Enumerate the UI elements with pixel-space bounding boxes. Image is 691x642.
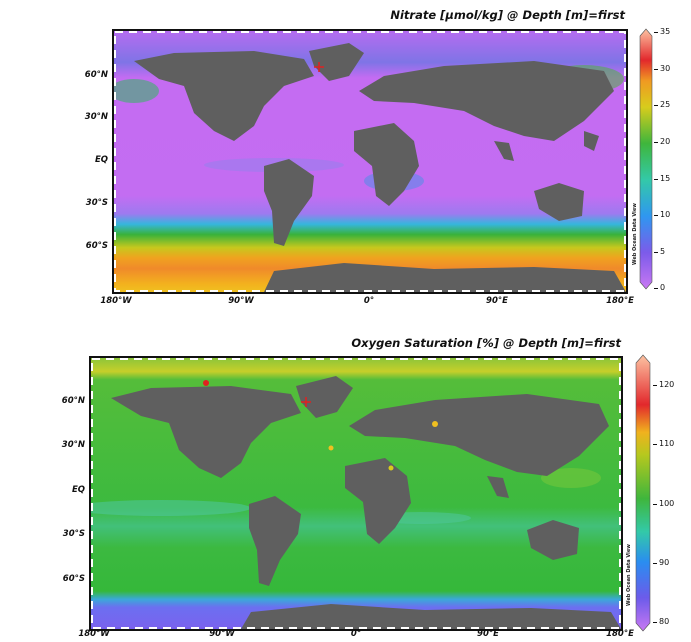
colorbar-tick: 100	[652, 499, 675, 508]
colorbar-tick: 80	[652, 617, 670, 626]
lat-label-60s: 60°S	[62, 574, 85, 584]
lat-label-eq: EQ	[71, 485, 85, 495]
colorbar-tick: 30	[653, 64, 671, 73]
lat-label-60s: 60°S	[85, 241, 108, 251]
colorbar-tick: 110	[652, 439, 675, 448]
oxygen-title: Oxygen Saturation [%] @ Depth [m]=first	[351, 336, 621, 350]
colorbar-tick: 0	[653, 283, 666, 292]
lat-label-eq: EQ	[94, 155, 108, 165]
colorbar-tick: 90	[652, 558, 670, 567]
lon-label-90e: 90°E	[477, 629, 499, 639]
colorbar-tick: 15	[653, 174, 671, 183]
oxygen-panel: Oxygen Saturation [%] @ Depth [m]=first	[0, 326, 691, 642]
lat-label-30s: 30°S	[62, 529, 85, 539]
nitrate-title: Nitrate [µmol/kg] @ Depth [m]=first	[390, 8, 625, 22]
nitrate-colorbar	[639, 28, 653, 290]
lon-label-90w: 90°W	[209, 629, 235, 639]
lat-label-30n: 30°N	[61, 440, 85, 450]
colorbar-tick: 20	[653, 137, 671, 146]
lat-label-30n: 30°N	[84, 112, 108, 122]
lon-label-180w: 180°W	[100, 296, 132, 306]
colorbar-tick: 5	[653, 247, 666, 256]
lat-label-60n: 60°N	[61, 396, 85, 406]
colorbar-tick: 120	[652, 380, 675, 389]
oxygen-map[interactable]	[89, 356, 623, 631]
nitrate-panel: Nitrate [µmol/kg] @ Depth [m]=first	[0, 0, 691, 312]
colorbar-tick: 25	[653, 100, 671, 109]
watermark: Web Ocean Data View	[626, 544, 632, 606]
nitrate-map[interactable]	[112, 29, 628, 294]
lon-label-90e: 90°E	[486, 296, 508, 306]
lon-label-180e: 180°E	[606, 296, 634, 306]
colorbar-tick: 35	[653, 27, 671, 36]
lat-label-60n: 60°N	[84, 70, 108, 80]
lon-label-0: 0°	[350, 629, 362, 639]
lat-label-30s: 30°S	[85, 198, 108, 208]
lon-label-180w: 180°W	[78, 629, 110, 639]
oxygen-colorbar	[635, 354, 651, 632]
lon-label-90w: 90°W	[228, 296, 254, 306]
lon-label-180e: 180°E	[606, 629, 634, 639]
lon-label-0: 0°	[363, 296, 375, 306]
colorbar-tick: 10	[653, 210, 671, 219]
